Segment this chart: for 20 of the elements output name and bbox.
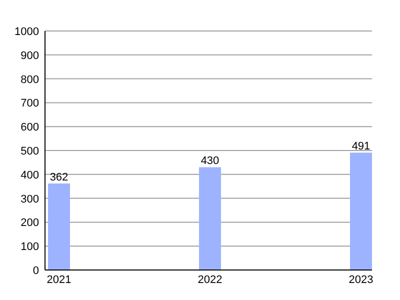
y-tick-label: 400 bbox=[20, 169, 39, 182]
y-tick-label: 100 bbox=[20, 241, 39, 254]
y-tick-label: 1000 bbox=[14, 26, 39, 38]
y-tick-label: 200 bbox=[20, 217, 39, 230]
data-label: 430 bbox=[200, 155, 220, 168]
x-tick-label: 2022 bbox=[198, 274, 222, 286]
data-label: 362 bbox=[50, 171, 68, 184]
y-tick-label: 700 bbox=[20, 98, 39, 110]
y-tick-label: 900 bbox=[20, 50, 39, 62]
y-tick-label: 600 bbox=[20, 122, 39, 134]
x-tick-label: 2023 bbox=[348, 274, 374, 286]
y-tick-label: 800 bbox=[20, 74, 39, 86]
bar bbox=[350, 152, 372, 270]
y-tick-label: 0 bbox=[32, 265, 39, 277]
bar bbox=[48, 183, 70, 270]
y-tick-label: 500 bbox=[20, 146, 39, 158]
bar bbox=[199, 167, 221, 270]
y-tick-label: 300 bbox=[20, 193, 39, 206]
data-label: 491 bbox=[352, 140, 370, 153]
x-tick-label: 2021 bbox=[46, 274, 72, 286]
